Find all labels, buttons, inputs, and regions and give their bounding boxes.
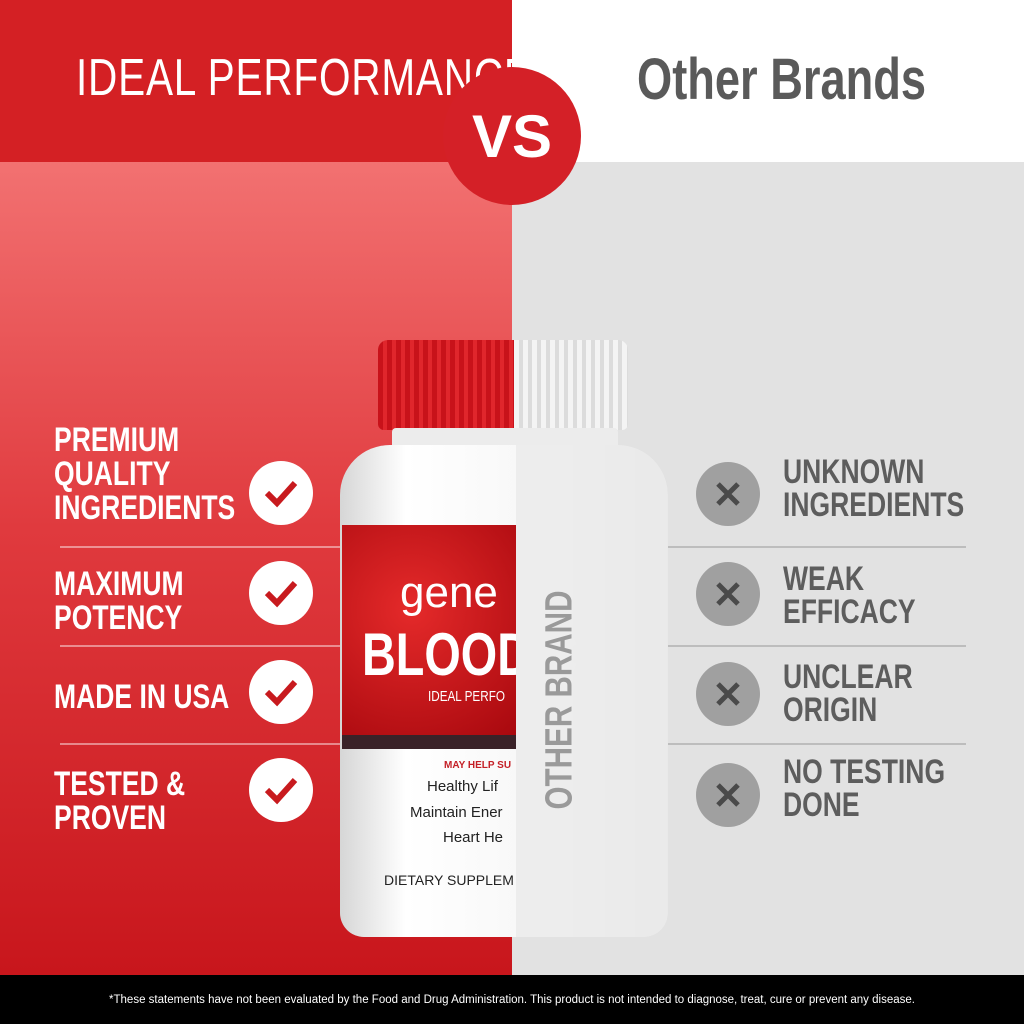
vs-text: VS: [471, 102, 553, 170]
line: ORIGIN: [783, 691, 878, 729]
line: MADE IN USA: [54, 678, 230, 716]
divider: [60, 645, 342, 647]
right-item-1: UNKNOWN INGREDIENTS: [783, 453, 1015, 524]
line: INGREDIENTS: [54, 489, 236, 527]
vs-badge: VS: [443, 67, 581, 205]
left-item-1: PREMIUM QUALITY INGREDIENTS: [54, 423, 286, 525]
footer-disclaimer: *These statements have not been evaluate…: [0, 975, 1024, 1024]
line: NO TESTING: [783, 753, 946, 791]
x-icon: [696, 562, 760, 626]
right-item-4: NO TESTING DONE: [783, 753, 991, 824]
left-item-2: MAXIMUM POTENCY: [54, 567, 220, 635]
line: INGREDIENTS: [783, 486, 965, 524]
check-icon: [249, 758, 313, 822]
check-icon: [249, 660, 313, 724]
right-item-3: UNCLEAR ORIGIN: [783, 658, 949, 729]
left-item-4: TESTED & PROVEN: [54, 767, 222, 835]
line: EFFICACY: [783, 593, 916, 631]
divider: [668, 743, 966, 745]
line: POTENCY: [54, 599, 183, 637]
line: UNKNOWN: [783, 453, 925, 491]
line: PREMIUM: [54, 421, 180, 459]
line: UNCLEAR: [783, 658, 913, 696]
line: MAXIMUM: [54, 565, 184, 603]
right-item-2: WEAK EFFICACY: [783, 560, 953, 631]
divider: [668, 645, 966, 647]
left-item-3: MADE IN USA: [54, 680, 279, 714]
right-title: Other Brands: [637, 46, 1008, 113]
divider: [60, 743, 342, 745]
divider: [668, 546, 966, 548]
line: PROVEN: [54, 799, 167, 837]
check-icon: [249, 461, 313, 525]
disclaimer-text: *These statements have not been evaluate…: [109, 993, 915, 1006]
right-header-panel: [512, 0, 1024, 162]
x-icon: [696, 662, 760, 726]
line: DONE: [783, 786, 860, 824]
line: QUALITY: [54, 455, 171, 493]
check-icon: [249, 561, 313, 625]
x-icon: [696, 462, 760, 526]
divider: [60, 546, 342, 548]
right-title-text: Other Brands: [637, 47, 927, 112]
line: TESTED &: [54, 765, 186, 803]
left-title: IDEAL PERFORMANCE: [76, 48, 660, 108]
left-header-panel: [0, 0, 512, 162]
x-icon: [696, 763, 760, 827]
line: WEAK: [783, 560, 865, 598]
